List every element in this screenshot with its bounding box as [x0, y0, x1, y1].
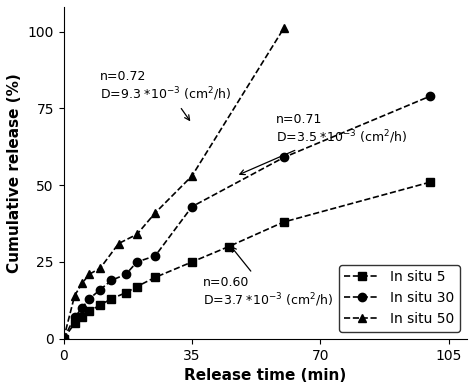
- In situ 5: [123, 290, 129, 295]
- In situ 5: [109, 296, 114, 301]
- In situ 5: [98, 303, 103, 307]
- In situ 5: [189, 260, 195, 264]
- In situ 50: [86, 272, 92, 277]
- In situ 30: [86, 296, 92, 301]
- In situ 5: [428, 180, 433, 184]
- Line: In situ 5: In situ 5: [59, 178, 435, 343]
- Text: n=0.60
D=3.7 *10$^{-3}$ (cm$^2$/h): n=0.60 D=3.7 *10$^{-3}$ (cm$^2$/h): [203, 247, 333, 309]
- In situ 5: [153, 275, 158, 280]
- Y-axis label: Cumulative release (%): Cumulative release (%): [7, 73, 22, 273]
- In situ 30: [153, 254, 158, 258]
- In situ 30: [61, 337, 66, 341]
- In situ 50: [281, 26, 286, 31]
- In situ 30: [79, 306, 85, 310]
- Text: n=0.72
D=9.3 *10$^{-3}$ (cm$^2$/h): n=0.72 D=9.3 *10$^{-3}$ (cm$^2$/h): [100, 70, 232, 120]
- In situ 5: [281, 220, 286, 224]
- In situ 5: [61, 337, 66, 341]
- In situ 5: [134, 284, 140, 289]
- In situ 30: [134, 260, 140, 264]
- In situ 50: [116, 241, 121, 246]
- In situ 5: [79, 315, 85, 320]
- In situ 30: [72, 315, 77, 320]
- In situ 50: [98, 266, 103, 270]
- In situ 30: [428, 94, 433, 98]
- In situ 30: [109, 278, 114, 283]
- Text: n=0.71
D=3.5 *10$^{-3}$ (cm$^2$/h): n=0.71 D=3.5 *10$^{-3}$ (cm$^2$/h): [240, 113, 408, 175]
- In situ 50: [153, 211, 158, 215]
- In situ 5: [72, 321, 77, 326]
- In situ 30: [189, 204, 195, 209]
- In situ 50: [72, 293, 77, 298]
- In situ 30: [123, 272, 129, 277]
- In situ 50: [189, 174, 195, 178]
- In situ 50: [79, 281, 85, 286]
- In situ 30: [98, 287, 103, 292]
- In situ 50: [61, 337, 66, 341]
- In situ 5: [86, 309, 92, 314]
- Line: In situ 50: In situ 50: [59, 24, 288, 343]
- In situ 50: [134, 232, 140, 237]
- Line: In situ 30: In situ 30: [59, 92, 435, 343]
- In situ 5: [226, 244, 231, 249]
- In situ 30: [281, 155, 286, 160]
- Legend: In situ 5, In situ 30, In situ 50: In situ 5, In situ 30, In situ 50: [339, 265, 460, 332]
- X-axis label: Release time (min): Release time (min): [184, 368, 346, 383]
